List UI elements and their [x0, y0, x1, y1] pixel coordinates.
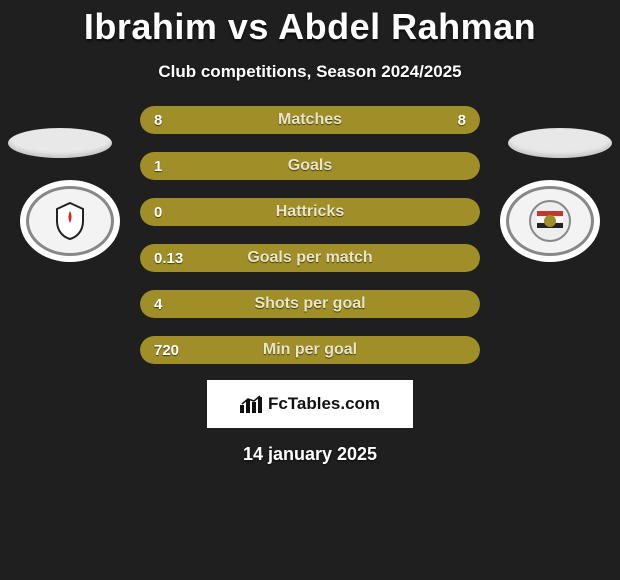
crest-icon — [527, 198, 573, 244]
bar-label: Hattricks — [140, 203, 480, 221]
brand-box: FcTables.com — [207, 380, 413, 428]
bar-label: Goals per match — [140, 249, 480, 267]
shield-icon — [53, 201, 87, 241]
team-badge-right — [500, 180, 600, 262]
stat-bar: 0Hattricks — [140, 198, 480, 226]
subtitle: Club competitions, Season 2024/2025 — [0, 62, 620, 82]
brand-text: FcTables.com — [268, 394, 380, 414]
team-badge-left — [20, 180, 120, 262]
team-badge-left-inner — [26, 186, 114, 256]
stat-bar: 1Goals — [140, 152, 480, 180]
bar-label: Min per goal — [140, 341, 480, 359]
bar-label: Goals — [140, 157, 480, 175]
bar-label: Matches — [140, 111, 480, 129]
bar-label: Shots per goal — [140, 295, 480, 313]
player-right-ellipse — [508, 128, 612, 158]
stat-bar: 720Min per goal — [140, 336, 480, 364]
bars-logo-icon — [240, 395, 264, 413]
page-title: Ibrahim vs Abdel Rahman — [0, 0, 620, 48]
player-left-ellipse — [8, 128, 112, 158]
stat-bar: 0.13Goals per match — [140, 244, 480, 272]
team-badge-right-inner — [506, 186, 594, 256]
date-label: 14 january 2025 — [0, 444, 620, 465]
stat-bar: 4Shots per goal — [140, 290, 480, 318]
stat-bar: 88Matches — [140, 106, 480, 134]
